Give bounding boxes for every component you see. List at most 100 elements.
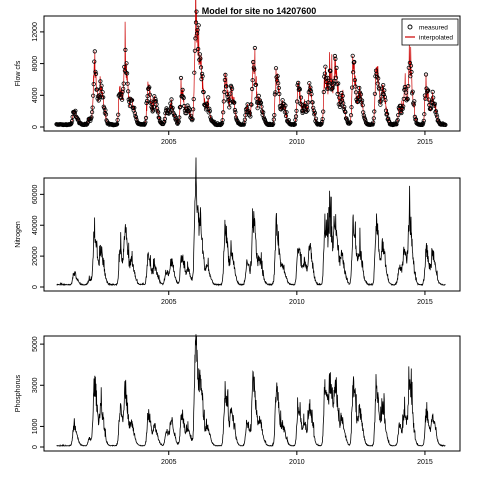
measured-point <box>93 71 99 77</box>
measured-point <box>283 113 289 119</box>
measured-point <box>96 98 101 103</box>
measured-point <box>99 83 104 88</box>
measured-point <box>92 59 97 64</box>
y-tick-label-nitrogen: 20000 <box>32 246 39 266</box>
measured-point <box>232 100 237 105</box>
measured-point <box>375 81 380 86</box>
measured-point <box>205 106 210 111</box>
measured-point <box>399 110 404 116</box>
measured-point <box>90 105 95 110</box>
measured-point <box>220 118 225 123</box>
measured-point <box>278 107 284 112</box>
measured-point <box>261 110 266 115</box>
measured-point <box>221 99 226 104</box>
measured-point <box>430 89 435 95</box>
y-tick-label-phosphorus: 3000 <box>32 377 39 393</box>
measured-point <box>412 114 417 120</box>
measured-point <box>121 81 126 86</box>
measured-point <box>434 112 439 117</box>
measured-point <box>421 118 426 123</box>
measured-point <box>132 105 137 110</box>
measured-point <box>408 74 413 79</box>
y-tick-label-phosphorus: 5000 <box>32 336 39 352</box>
legend-label: interpolated <box>419 34 453 41</box>
measured-point <box>73 108 78 113</box>
measured-point <box>102 106 107 111</box>
measured-point <box>143 120 148 125</box>
measured-point <box>156 110 161 115</box>
measured-point <box>313 116 319 121</box>
measured-point <box>271 117 276 122</box>
measured-point <box>178 104 183 109</box>
y-tick-label-nitrogen: 0 <box>32 285 39 289</box>
measured-point <box>352 59 357 65</box>
x-tick-label-phosphorus: 2005 <box>161 459 177 466</box>
measured-point <box>253 82 259 87</box>
measured-point <box>254 96 259 101</box>
measured-point <box>312 110 317 116</box>
measured-point <box>443 122 448 128</box>
measured-point <box>169 97 174 102</box>
measured-point <box>115 118 120 123</box>
measured-point <box>124 61 129 66</box>
measured-point <box>282 105 287 110</box>
measured-point <box>95 87 100 92</box>
measured-point <box>370 122 375 127</box>
measured-point <box>206 95 211 100</box>
measured-point <box>76 117 81 122</box>
measured-point <box>305 108 310 113</box>
measured-point <box>198 65 204 70</box>
measured-point <box>193 36 198 41</box>
measured-point <box>372 109 377 114</box>
measured-point <box>200 71 205 77</box>
measured-point <box>322 71 327 76</box>
measured-point <box>337 95 342 100</box>
measured-point <box>318 122 324 127</box>
measured-point <box>192 70 197 75</box>
measured-point <box>427 102 432 108</box>
y-axis-label-phosphorus: Phosphorus <box>15 374 22 412</box>
measured-point <box>223 72 228 78</box>
measured-point <box>321 89 326 95</box>
measured-point <box>360 103 365 108</box>
measured-point <box>207 109 212 114</box>
measured-point <box>357 85 362 91</box>
measured-point <box>434 114 440 119</box>
measured-point <box>243 113 248 118</box>
measured-point <box>406 84 411 89</box>
panel-phosphorus: 0 1000 3000 5000 2005 2010 2015 Phosphorus <box>15 334 461 466</box>
measured-point <box>302 104 307 109</box>
measured-point <box>349 105 354 110</box>
measured-point <box>132 111 137 116</box>
measured-point <box>323 64 328 69</box>
measured-point <box>144 100 149 106</box>
measured-point <box>342 104 347 110</box>
measured-point <box>352 78 357 83</box>
measured-point <box>276 81 281 86</box>
measured-point <box>403 90 409 95</box>
measured-point <box>422 112 427 117</box>
measured-point <box>431 95 436 100</box>
measured-point <box>330 86 335 91</box>
measured-point <box>194 9 199 14</box>
measured-point <box>205 102 210 107</box>
measured-point <box>148 99 154 104</box>
measured-point <box>122 64 127 70</box>
measured-point <box>227 105 232 110</box>
measured-point <box>120 97 125 102</box>
measured-point <box>374 71 379 76</box>
measured-point <box>196 46 201 52</box>
measured-point <box>243 107 249 112</box>
measured-point <box>207 106 212 111</box>
series-line-phosphorus <box>56 334 446 447</box>
measured-point <box>226 97 231 102</box>
measured-point <box>306 100 311 105</box>
measured-point <box>293 114 299 119</box>
series-line-nitrogen <box>56 157 446 287</box>
measured-point <box>353 90 359 95</box>
measured-point <box>319 119 325 125</box>
measured-point <box>176 119 181 124</box>
measured-point <box>328 68 333 74</box>
